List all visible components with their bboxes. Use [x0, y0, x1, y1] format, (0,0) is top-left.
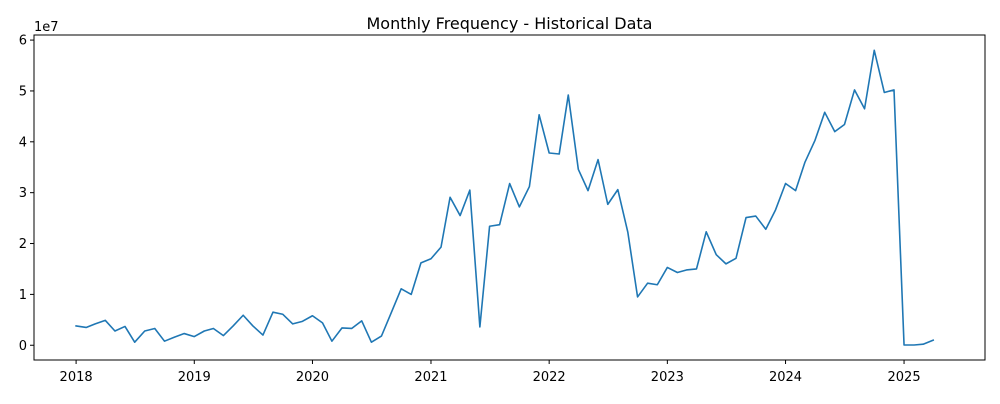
axes-frame: [33, 34, 986, 361]
y-tick-label: 4: [19, 135, 27, 150]
y-tick-label: 5: [19, 84, 27, 99]
x-tick-label: 2019: [178, 370, 211, 385]
x-axis: 2018 2019 2020 2021 2022 2023 2024 2025: [60, 360, 921, 385]
x-tick-label: 2025: [888, 370, 921, 385]
y-axis-offset-label: 1e7: [34, 20, 59, 35]
x-tick-label: 2021: [414, 370, 447, 385]
x-tick-label: 2020: [296, 370, 329, 385]
y-tick-label: 1: [19, 288, 27, 303]
x-tick-label: 2022: [533, 370, 566, 385]
x-tick-label: 2018: [60, 370, 93, 385]
x-tick-label: 2023: [651, 370, 684, 385]
y-tick-label: 3: [19, 186, 27, 201]
y-tick-label: 2: [19, 237, 27, 252]
plot-area: [75, 49, 935, 346]
y-axis: 0 1 2 3 4 5 6: [19, 34, 34, 354]
y-tick-label: 6: [19, 34, 27, 49]
x-tick-label: 2024: [769, 370, 802, 385]
chart-title: Monthly Frequency - Historical Data: [367, 14, 653, 33]
series-line: [75, 49, 935, 346]
y-tick-label: 0: [19, 339, 27, 354]
